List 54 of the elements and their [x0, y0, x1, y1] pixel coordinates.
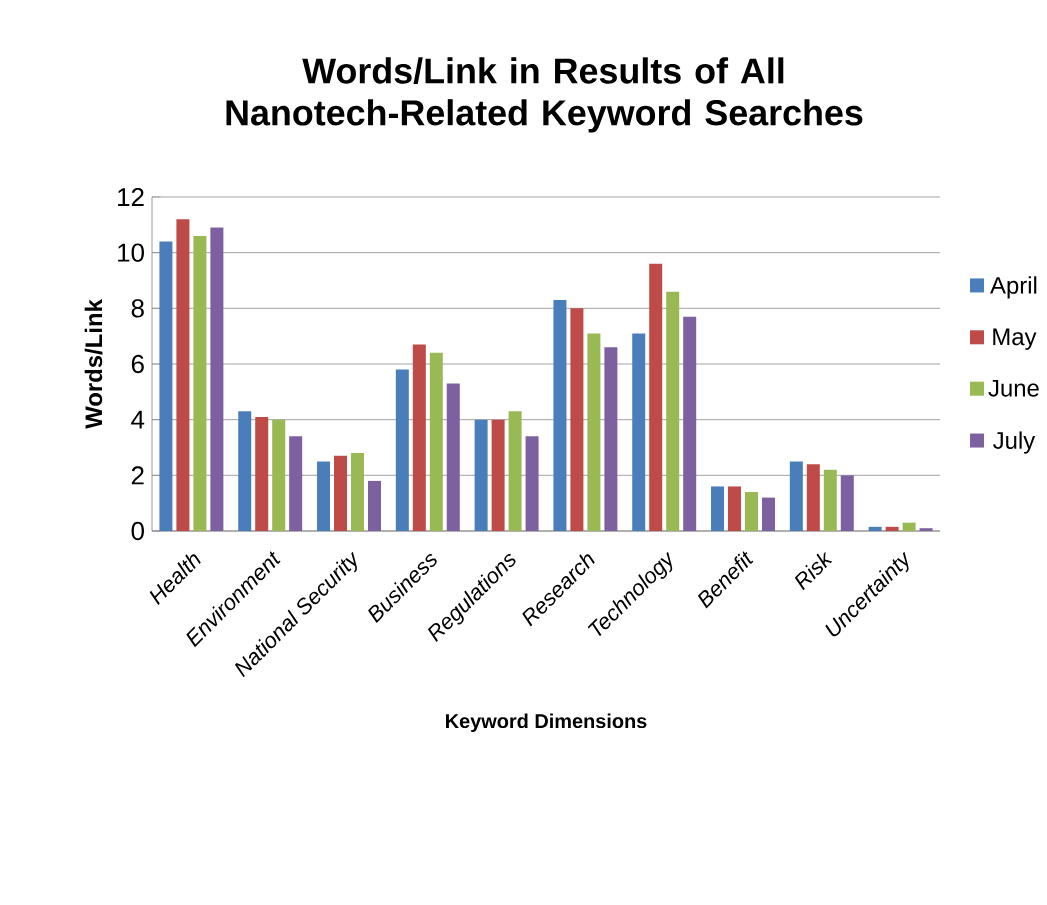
bar: [570, 308, 584, 531]
bar: [761, 497, 775, 531]
legend-label: June: [988, 379, 1039, 397]
bar: [632, 333, 646, 531]
bar: [553, 299, 567, 531]
bar: [193, 235, 207, 531]
bar: [525, 436, 539, 531]
bar: [289, 436, 303, 531]
bar: [238, 411, 252, 531]
bar: [902, 522, 916, 531]
y-tick-label: 4: [131, 410, 145, 429]
y-axis-title: Words/Link: [84, 299, 103, 429]
bar: [711, 486, 725, 531]
x-axis-title: Keyword Dimensions: [446, 713, 647, 733]
bar: [367, 480, 381, 531]
bar: [508, 411, 522, 531]
bar: [745, 492, 758, 531]
bar: [649, 263, 663, 531]
bar: [412, 344, 426, 531]
y-tick-label: 8: [131, 299, 144, 318]
bar: [806, 464, 820, 531]
legend-label: July: [993, 431, 1036, 454]
bar: [474, 419, 488, 531]
bar: [351, 453, 364, 531]
legend-label: May: [993, 328, 1037, 350]
bar: [587, 333, 601, 531]
bar: [683, 316, 697, 531]
bar: [728, 486, 742, 531]
bar: [789, 461, 803, 531]
y-tick-label: 12: [118, 187, 144, 207]
bar: [604, 347, 618, 531]
bar: [885, 526, 899, 531]
y-tick-label: 10: [118, 243, 144, 262]
bar: [159, 241, 173, 531]
bar: [840, 475, 854, 531]
y-tick-label: 2: [131, 466, 144, 485]
bar: [446, 383, 460, 531]
bar: [491, 419, 505, 531]
chart-title: Words/Link in Results of All Nanotech-Related Keyword Searches: [226, 57, 863, 133]
bar: [868, 526, 882, 531]
bar: [334, 455, 348, 531]
legend-label: April: [990, 276, 1037, 299]
bar: [919, 528, 933, 531]
bar: [176, 219, 190, 531]
bar: [395, 369, 409, 531]
y-tick-label: 6: [131, 354, 144, 374]
bar: [272, 419, 286, 531]
bar: [666, 291, 680, 531]
y-tick-label: 0: [131, 521, 144, 541]
bar: [210, 227, 224, 531]
bar: [823, 469, 837, 531]
bar: [255, 416, 269, 531]
bar: [429, 352, 443, 531]
bar: [317, 461, 331, 531]
